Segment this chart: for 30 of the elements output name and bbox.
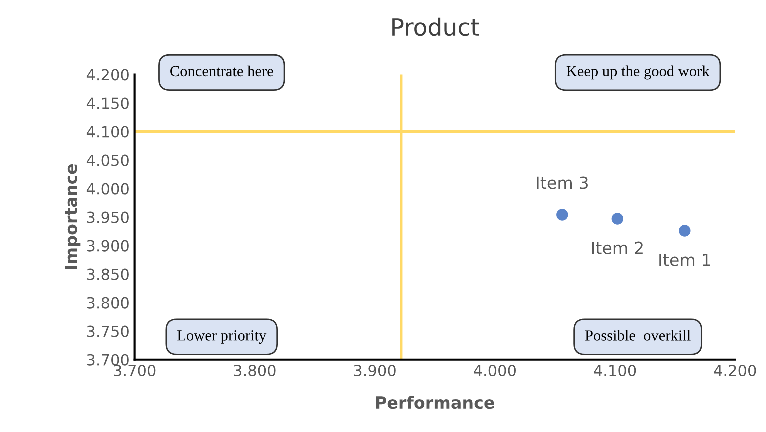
x-axis-title: Performance <box>376 396 494 410</box>
annotation: Possible overkill <box>585 330 691 341</box>
y-tick-label: 3.800 <box>87 297 129 309</box>
point <box>679 225 691 237</box>
y-tick-label: 4.150 <box>86 98 129 110</box>
chart-title: Product <box>392 18 480 36</box>
annotation: Item 2 <box>592 242 643 254</box>
annotation: Keep up the good work <box>566 66 710 80</box>
y-tick-label: 4.050 <box>86 154 129 166</box>
y-tick-label: 3.750 <box>87 326 129 338</box>
x-tick-label: 3.700 <box>114 364 156 377</box>
y-tick-label: 4.000 <box>86 183 129 195</box>
point <box>612 213 624 225</box>
point <box>556 209 568 221</box>
annotation: Item 3 <box>537 176 588 190</box>
x-tick-label: 4.200 <box>714 364 756 377</box>
annotation: Item 1 <box>660 254 710 266</box>
x-tick-label: 4.100 <box>594 364 636 377</box>
y-tick-label: 4.200 <box>86 69 129 81</box>
y-tick-label: 4.100 <box>86 126 129 138</box>
annotation: Concentrate here <box>170 66 274 77</box>
x-tick-label: 4.000 <box>474 364 516 377</box>
y-tick-label: 3.900 <box>87 240 129 252</box>
x-tick-label: 3.800 <box>234 364 276 377</box>
x-tick-label: 3.900 <box>354 364 396 377</box>
y-tick-label: 3.950 <box>87 212 129 224</box>
annotation: Lower priority <box>178 330 267 344</box>
y-tick-label: 3.700 <box>87 354 129 366</box>
y-axis-title: Importance <box>65 164 81 270</box>
y-tick-label: 3.850 <box>87 268 129 280</box>
